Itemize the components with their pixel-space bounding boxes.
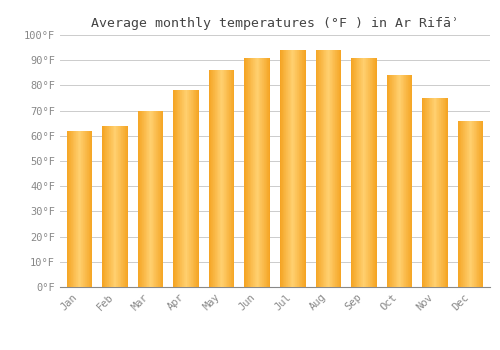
Title: Average monthly temperatures (°F ) in Ar Rifāʾ: Average monthly temperatures (°F ) in Ar…: [91, 17, 459, 30]
